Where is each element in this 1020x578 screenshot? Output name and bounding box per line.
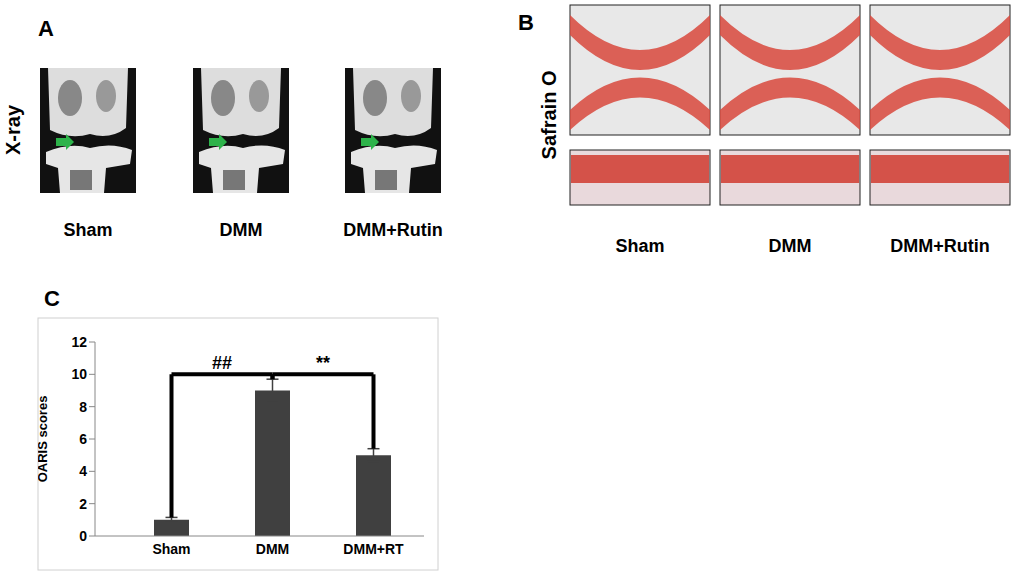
- svg-text:B: B: [518, 10, 534, 35]
- svg-text:##: ##: [212, 353, 232, 373]
- svg-text:8: 8: [79, 399, 87, 415]
- svg-text:2: 2: [79, 496, 87, 512]
- svg-text:DMM+Rutin: DMM+Rutin: [890, 236, 989, 256]
- svg-text:Sham: Sham: [63, 220, 112, 240]
- svg-text:DMM: DMM: [220, 220, 263, 240]
- svg-text:DMM: DMM: [256, 541, 289, 557]
- svg-text:A: A: [38, 16, 54, 41]
- svg-text:Sham: Sham: [152, 541, 190, 557]
- svg-text:**: **: [316, 353, 330, 373]
- svg-text:12: 12: [71, 334, 87, 350]
- svg-text:X-ray: X-ray: [8, 104, 24, 155]
- svg-text:DMM: DMM: [769, 236, 812, 256]
- svg-text:C: C: [44, 286, 60, 311]
- svg-text:6: 6: [79, 431, 87, 447]
- svg-text:Sham: Sham: [615, 236, 664, 256]
- svg-text:4: 4: [79, 463, 87, 479]
- svg-text:OARIS scores: OARIS scores: [38, 396, 50, 483]
- svg-text:DMM+Rutin: DMM+Rutin: [343, 220, 442, 240]
- svg-text:Safrain O: Safrain O: [538, 71, 560, 160]
- svg-text:DMM+RT: DMM+RT: [343, 541, 404, 557]
- svg-text:10: 10: [71, 366, 87, 382]
- svg-text:0: 0: [79, 528, 87, 544]
